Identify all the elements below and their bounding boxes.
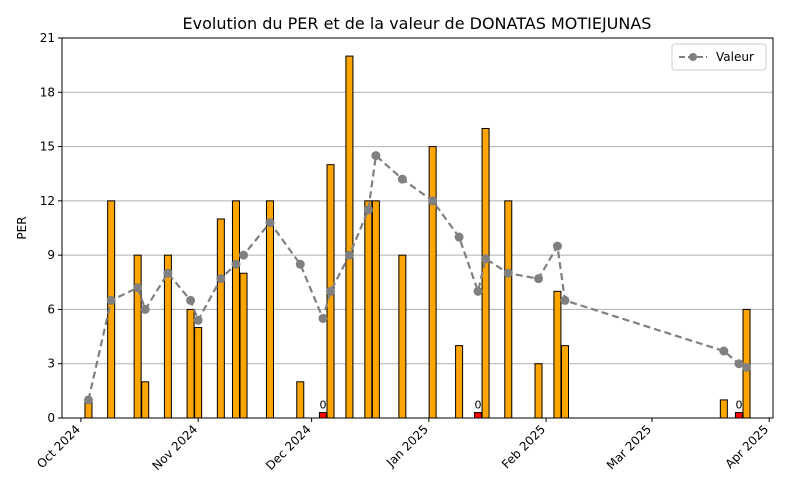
legend-box — [671, 43, 767, 71]
y-axis: 0 3 6 9 12 15 18 21 — [40, 31, 62, 425]
bar-label-27: 0 — [735, 399, 742, 412]
x-tick-label-1: Nov 2024 — [150, 422, 201, 473]
valeur-point-27 — [734, 359, 744, 369]
y-tick-label-1: 3 — [47, 357, 55, 371]
bar-18 — [428, 146, 437, 419]
bar-20 — [474, 412, 483, 419]
valeur-point-16 — [371, 151, 381, 161]
y-tick-label-0: 0 — [47, 411, 55, 425]
valeur-point-3 — [140, 304, 150, 314]
bar-3 — [141, 381, 150, 419]
valeur-point-15 — [363, 205, 373, 215]
bar-label-12: 0 — [319, 399, 326, 412]
x-tick-label-5: Mar 2025 — [604, 422, 654, 472]
valeur-point-7 — [216, 274, 226, 284]
bar-16 — [371, 200, 380, 419]
valeur-point-10 — [265, 218, 275, 228]
x-tick-label-3: Jan 2025 — [383, 422, 431, 470]
y-tick-label-4: 12 — [40, 194, 55, 208]
valeur-point-11 — [295, 259, 305, 269]
valeur-point-25 — [560, 295, 570, 305]
chart-title: Evolution du PER et de la valeur de DONA… — [183, 14, 652, 33]
bar-9 — [239, 272, 248, 419]
valeur-point-28 — [742, 362, 752, 372]
x-tick-label-2: Dec 2024 — [263, 422, 314, 473]
bar-2 — [133, 254, 142, 419]
bar-4 — [163, 254, 172, 419]
valeur-point-23 — [534, 274, 544, 284]
bar-10 — [266, 200, 275, 419]
bar-27 — [734, 412, 743, 419]
valeur-series — [83, 151, 752, 405]
bar-24 — [553, 290, 562, 419]
bar-label-20: 0 — [475, 399, 482, 412]
x-axis: Oct 2024 Nov 2024 Dec 2024 Jan 2025 Feb 2025… — [34, 418, 771, 473]
y-tick-label-3: 9 — [47, 248, 55, 262]
valeur-point-13 — [326, 286, 336, 296]
valeur-point-0 — [83, 395, 93, 405]
bar-15 — [364, 200, 373, 419]
x-tick-label-4: Feb 2025 — [499, 422, 548, 471]
bar-11 — [296, 381, 305, 419]
valeur-point-26 — [719, 346, 729, 356]
bar-26 — [719, 399, 728, 419]
legend-marker-swatch — [689, 53, 697, 61]
valeur-point-14 — [344, 250, 354, 260]
valeur-point-19 — [454, 232, 464, 242]
valeur-point-6 — [193, 315, 203, 325]
valeur-point-9 — [239, 250, 249, 260]
bar-7 — [216, 218, 225, 419]
valeur-point-20 — [473, 286, 483, 296]
valeur-point-4 — [163, 268, 173, 278]
valeur-point-17 — [397, 174, 407, 184]
y-tick-label-5: 15 — [40, 140, 55, 154]
valeur-point-1 — [106, 295, 116, 305]
bar-5 — [186, 308, 195, 419]
bar-25 — [560, 345, 569, 419]
bar-17 — [398, 254, 407, 419]
plot-frame — [61, 37, 774, 419]
valeur-point-8 — [231, 259, 241, 269]
bar-14 — [345, 55, 354, 419]
y-axis-label: PER — [15, 216, 29, 239]
legend-label-valeur: Valeur — [716, 50, 754, 64]
y-tick-label-7: 21 — [40, 31, 55, 45]
bar-23 — [534, 363, 543, 419]
valeur-point-21 — [481, 254, 491, 264]
bar-8 — [231, 200, 240, 419]
valeur-point-22 — [503, 268, 513, 278]
valeur-point-12 — [318, 313, 328, 323]
x-tick-label-6: Apr 2025 — [722, 422, 771, 471]
x-tick-label-0: Oct 2024 — [34, 422, 83, 471]
y-tick-label-6: 18 — [40, 85, 55, 99]
bar-12 — [318, 412, 327, 419]
valeur-point-5 — [186, 295, 196, 305]
y-tick-label-2: 6 — [47, 302, 55, 316]
bar-22 — [504, 200, 513, 419]
bar-19 — [455, 345, 464, 419]
y-grid — [62, 37, 773, 419]
legend: Valeur — [671, 43, 767, 71]
bar-6 — [194, 327, 203, 419]
valeur-point-24 — [552, 241, 562, 251]
valeur-point-18 — [428, 196, 438, 206]
valeur-point-2 — [133, 283, 143, 293]
